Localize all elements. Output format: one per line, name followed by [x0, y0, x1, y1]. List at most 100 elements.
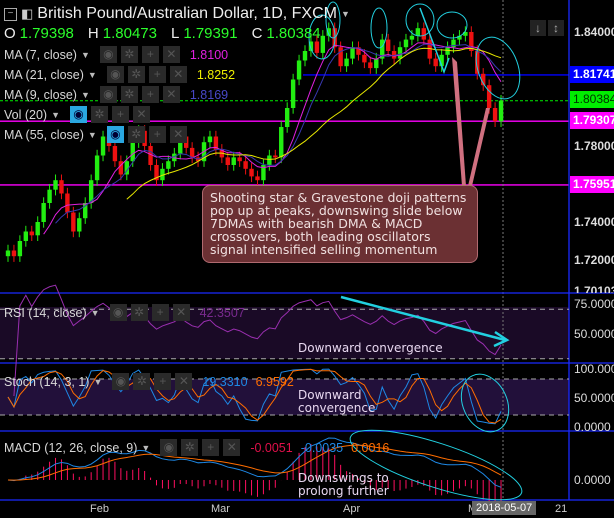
gear-icon[interactable]: ✲: [127, 66, 145, 83]
candle-body: [409, 35, 415, 40]
rsi-trend-arrow: [340, 295, 506, 342]
candle-body: [41, 203, 46, 222]
macd-tick: 0.0000: [574, 473, 611, 487]
gear-icon[interactable]: ✲: [120, 46, 138, 63]
candle-body: [148, 146, 153, 165]
plus-icon[interactable]: +: [154, 373, 172, 390]
price-tag-support-1: 1.79307: [570, 112, 614, 129]
close-icon[interactable]: ✕: [175, 373, 193, 390]
eye-icon[interactable]: ◉: [99, 86, 117, 103]
candle-body: [451, 39, 456, 48]
vertical-expand-icon[interactable]: ↕: [548, 20, 564, 36]
price-tag-support-2: 1.75951: [570, 176, 614, 193]
time-label: 21: [555, 503, 568, 515]
legend-ma9[interactable]: MA (9, close) ▼ ◉ ✲ + ✕ 1.8169: [4, 86, 229, 103]
price-tick: 1.70103: [574, 284, 614, 293]
eye-icon[interactable]: ◉: [106, 66, 124, 83]
stoch-tick: 100.0000: [574, 362, 614, 376]
eye-icon[interactable]: ◉: [106, 126, 124, 143]
stoch-tick: 50.0000: [574, 391, 614, 405]
arrow-down-icon[interactable]: ↓: [530, 20, 546, 36]
collapse-icon[interactable]: −: [4, 7, 17, 21]
candle-body: [463, 32, 468, 36]
plus-icon[interactable]: +: [141, 46, 159, 63]
eye-icon[interactable]: ◉: [160, 439, 178, 456]
candle-body: [255, 176, 260, 181]
close-icon[interactable]: ✕: [223, 439, 241, 456]
candle-body: [47, 189, 52, 203]
chevron-down-icon[interactable]: ▼: [80, 49, 90, 60]
close-icon[interactable]: ✕: [172, 304, 190, 321]
gear-icon[interactable]: ✲: [120, 86, 138, 103]
price-tick: 1.78000: [574, 139, 614, 153]
candle-body: [356, 47, 361, 55]
legend-stoch[interactable]: Stoch (14, 3, 1) ▼ ◉ ✲ + ✕ 19.3310 6.9592: [4, 373, 294, 390]
close-icon[interactable]: ✕: [162, 46, 180, 63]
chevron-down-icon[interactable]: ▼: [80, 89, 90, 100]
analysis-note[interactable]: Shooting star & Gravestone doji patterns…: [202, 185, 478, 263]
eye-icon[interactable]: ◉: [109, 304, 127, 321]
price-tick: 1.84000: [574, 25, 614, 39]
plus-icon[interactable]: +: [141, 86, 159, 103]
candle-body: [296, 60, 302, 80]
time-label: Feb: [90, 503, 109, 515]
highlight-ellipse: [460, 373, 510, 433]
chevron-down-icon[interactable]: ▼: [87, 129, 97, 140]
highlight-ellipse: [475, 36, 521, 100]
candle-body: [29, 231, 34, 236]
eye-icon[interactable]: ◉: [70, 106, 88, 123]
gear-icon[interactable]: ✲: [130, 304, 148, 321]
candle-body: [469, 32, 474, 51]
plus-icon[interactable]: +: [151, 304, 169, 321]
candle-body: [498, 100, 504, 122]
plus-icon[interactable]: +: [148, 126, 166, 143]
gear-icon[interactable]: ✲: [133, 373, 151, 390]
highlight-ellipse: [436, 11, 468, 39]
ohlc-readout: O 1.79398 H 1.80473 L 1.79391 C 1.80384: [4, 25, 321, 42]
gear-icon[interactable]: ✲: [181, 439, 199, 456]
chevron-down-icon[interactable]: ▼: [90, 307, 100, 318]
candle-body: [65, 193, 70, 213]
candle-body: [88, 180, 94, 203]
close-icon[interactable]: ✕: [162, 86, 180, 103]
legend-macd[interactable]: MACD (12, 26, close, 9) ▼ ◉ ✲ + ✕ -0.0051 -0…: [4, 439, 390, 456]
chevron-down-icon[interactable]: ▼: [93, 376, 103, 387]
candle-body: [124, 161, 129, 175]
candle-body: [35, 222, 40, 236]
plus-icon[interactable]: +: [148, 66, 166, 83]
note-pointer: [452, 57, 466, 186]
legend-ma7[interactable]: MA (7, close) ▼ ◉ ✲ + ✕ 1.8100: [4, 46, 229, 63]
candle-body: [320, 35, 326, 53]
candle-body: [189, 147, 195, 158]
candle-body: [231, 157, 236, 165]
legend-ma21[interactable]: MA (21, close) ▼ ◉ ✲ + ✕ 1.8252: [4, 66, 236, 83]
gear-icon[interactable]: ✲: [127, 126, 145, 143]
symbol-title[interactable]: − ◧ British Pound/Australian Dollar, 1D,…: [4, 5, 356, 23]
close-icon[interactable]: ✕: [133, 106, 151, 123]
chevron-down-icon[interactable]: ▼: [340, 9, 350, 19]
eye-icon[interactable]: ◉: [112, 373, 130, 390]
candle-body: [457, 35, 462, 40]
signal-line: [7, 444, 502, 481]
eye-icon[interactable]: ◉: [99, 46, 117, 63]
gear-icon[interactable]: ✲: [91, 106, 109, 123]
stoch-tick: 0.0000: [574, 420, 611, 434]
legend-volume[interactable]: Vol (20) ▼ ◉ ✲ + ✕: [4, 106, 151, 123]
stoch-k-line: [7, 368, 502, 425]
flag-icon: ◧: [21, 6, 34, 21]
candle-body: [481, 73, 486, 86]
close-icon[interactable]: ✕: [169, 66, 187, 83]
close-icon[interactable]: ✕: [169, 126, 187, 143]
candle-body: [11, 250, 17, 257]
candle-body: [71, 212, 76, 232]
legend-ma55[interactable]: MA (55, close) ▼ ◉ ✲ + ✕: [4, 126, 187, 143]
plus-icon[interactable]: +: [112, 106, 130, 123]
chevron-down-icon[interactable]: ▼: [87, 69, 97, 80]
legend-rsi[interactable]: RSI (14, close) ▼ ◉ ✲ + ✕ 42.3507: [4, 304, 245, 321]
chevron-down-icon[interactable]: ▼: [51, 109, 61, 120]
plus-icon[interactable]: +: [202, 439, 220, 456]
stoch-annotation: Downward convergence: [298, 388, 376, 415]
chevron-down-icon[interactable]: ▼: [141, 442, 151, 453]
